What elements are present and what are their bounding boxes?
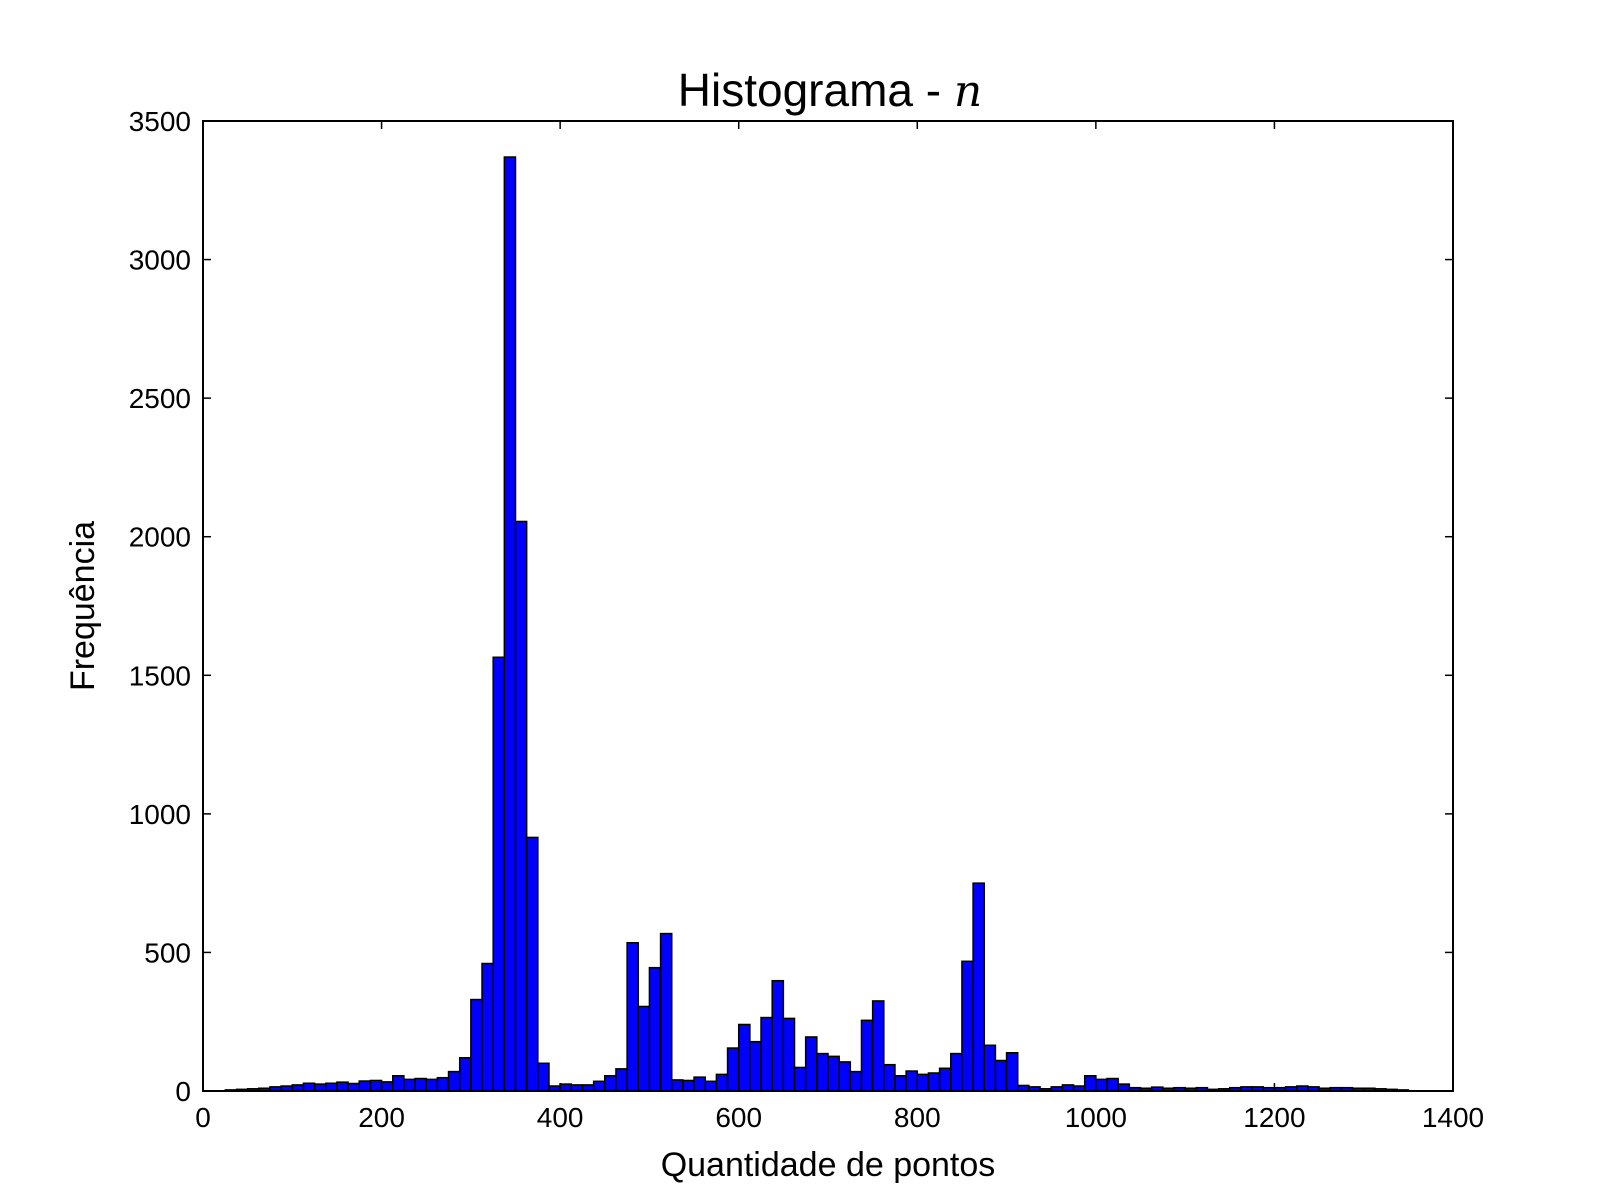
y-tick-label: 3000 [129,245,191,276]
histogram-bar [302,1082,316,1092]
histogram-bar [715,1073,729,1092]
histogram-bar [682,1079,695,1092]
x-axis-ticks: 0 200 400 600 800 1000 1200 1400 [195,121,1484,1133]
x-tick-label: 0 [195,1102,211,1133]
histogram-bar [760,1016,773,1092]
histogram-bar [537,1062,550,1092]
histogram-bar [514,520,528,1092]
histogram-bar [671,1079,684,1092]
histogram-bar [827,1055,840,1092]
histogram-bar [961,960,974,1092]
histogram-bar [336,1081,349,1092]
histogram-bar [604,1075,617,1092]
histogram-bar [637,1005,651,1092]
histogram-bar [403,1078,416,1092]
x-tick-label: 1400 [1422,1102,1484,1133]
histogram-bar [592,1080,606,1092]
histogram-bar [749,1040,762,1092]
histogram-bar [927,1072,941,1092]
histogram-bar [704,1080,718,1092]
histogram-bar [838,1061,852,1092]
histogram-bar [994,1059,1008,1092]
histogram-bar [905,1070,919,1092]
histogram-bar [950,1052,963,1092]
histogram-bar [860,1019,874,1092]
histogram-bar [525,836,539,1092]
histogram-bar [849,1070,863,1092]
histogram-bar [470,998,483,1092]
histogram-bar [804,1036,818,1092]
y-tick-label: 0 [175,1076,191,1107]
histogram-bar [793,1066,807,1092]
histogram-bar [347,1082,361,1092]
y-tick-label: 1500 [129,660,191,691]
y-tick-label: 3500 [129,106,191,137]
x-tick-label: 1000 [1065,1102,1127,1133]
histogram-bar [972,882,986,1092]
histogram-bar [1106,1077,1119,1092]
histogram-bar [380,1081,394,1092]
histogram-bar [358,1080,372,1092]
histogram-bar [883,1063,896,1092]
histogram-bar [626,941,640,1092]
histogram-bar [436,1076,450,1092]
histogram-bar [871,1000,885,1092]
histogram-bar [737,1023,751,1092]
histogram-bar [481,962,494,1092]
y-tick-label: 1000 [129,799,191,830]
y-axis-label: Frequência [64,521,102,691]
x-tick-label: 1200 [1243,1102,1305,1133]
chart-title: Histograma - n [678,64,982,117]
histogram-bar [938,1067,952,1092]
histogram-bar [726,1047,740,1092]
histogram-bar [492,656,506,1092]
histogram-bar [771,979,785,1092]
histogram-bar [782,1017,796,1092]
y-axis-ticks: 0 500 1000 1500 2000 2500 3000 3500 [129,106,1453,1107]
histogram-bar [659,932,673,1092]
y-tick-label: 2500 [129,383,191,414]
chart-title-text: Histograma - [678,64,954,116]
histogram-bar [369,1079,383,1092]
histogram-bar [325,1082,338,1092]
histogram-bar [983,1044,997,1092]
x-tick-label: 600 [715,1102,762,1133]
x-tick-label: 200 [358,1102,405,1133]
y-tick-label: 500 [144,937,191,968]
x-tick-label: 400 [537,1102,584,1133]
x-tick-label: 800 [894,1102,941,1133]
histogram-bar [391,1075,405,1092]
histogram-bar [916,1073,930,1092]
histogram-bars [224,156,1410,1092]
histogram-bar [503,156,517,1092]
histogram-bar [816,1052,829,1092]
histogram-bar [1095,1078,1108,1092]
chart-title-math: n [954,66,982,117]
histogram-bar [447,1070,461,1092]
histogram-bar [425,1078,439,1092]
x-axis-label: Quantidade de pontos [661,1146,996,1184]
histogram-bar [615,1068,628,1092]
histogram-bar [1005,1052,1019,1092]
histogram-bar [693,1076,706,1092]
histogram-bar [894,1075,907,1092]
histogram-bar [1083,1075,1097,1092]
histogram-bar [458,1056,472,1092]
y-tick-label: 2000 [129,522,191,553]
histogram-bar [1117,1083,1131,1092]
histogram-bar [648,966,662,1092]
histogram-bar [414,1077,427,1092]
plot-frame [202,120,1454,1092]
histogram-bar [313,1083,327,1092]
histogram-bar [559,1083,573,1092]
